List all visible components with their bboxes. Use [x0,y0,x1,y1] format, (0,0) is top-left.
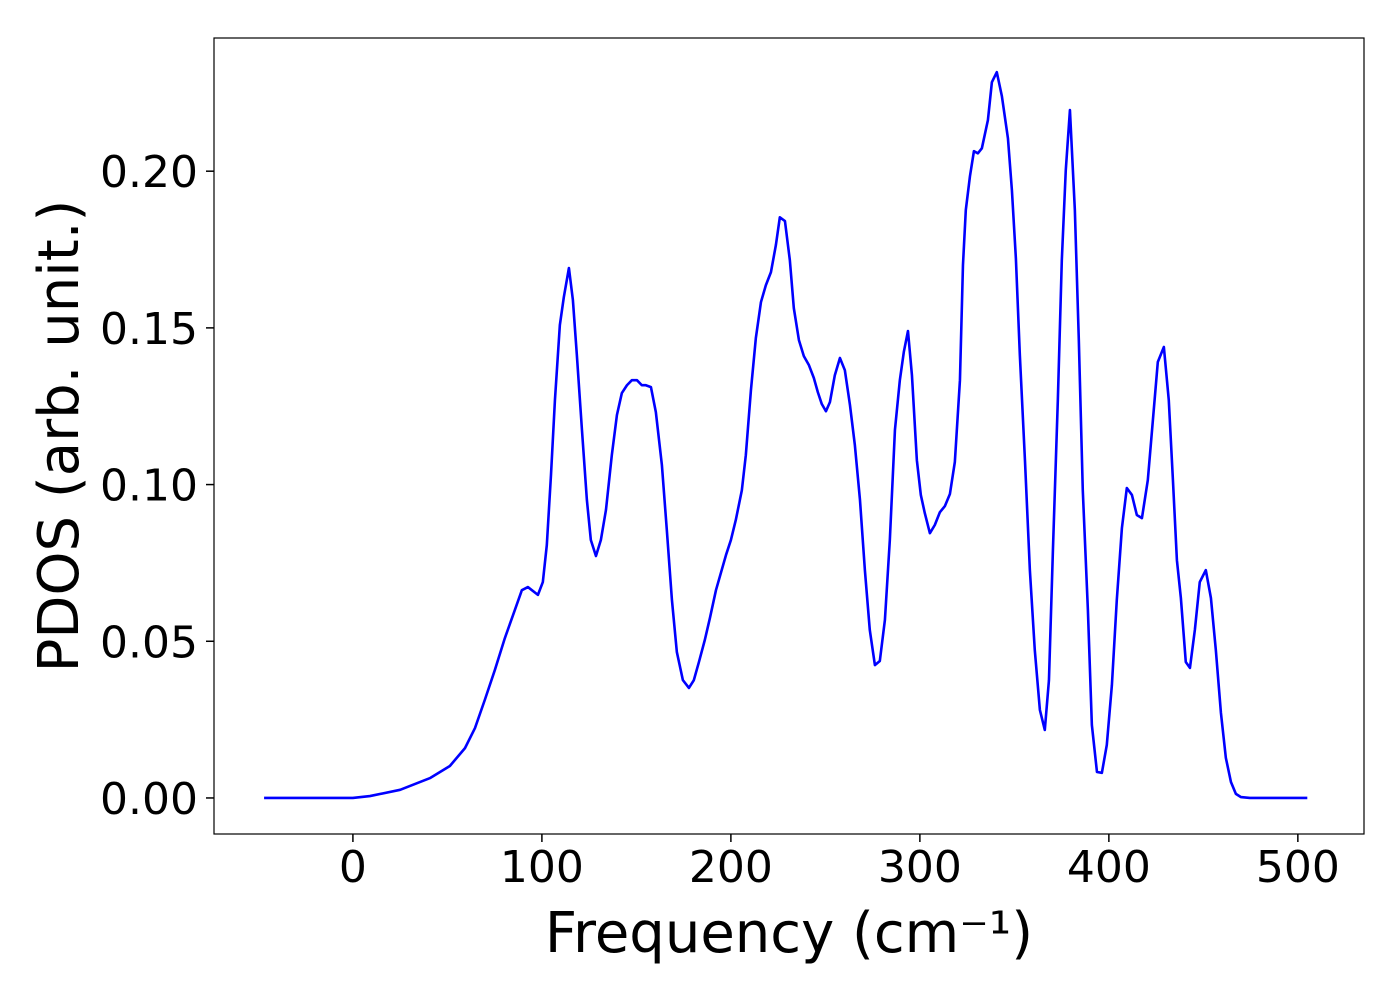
y-tick-label: 0.20 [100,147,198,198]
y-tick-label: 0.10 [100,461,198,512]
x-tick-label: 200 [689,842,773,893]
x-tick-label: 100 [500,842,584,893]
y-tick-label: 0.15 [100,304,198,355]
x-tick-label: 400 [1067,842,1151,893]
x-axis-label: Frequency (cm⁻¹) [545,901,1033,966]
x-tick-label: 300 [878,842,962,893]
x-tick-label: 0 [339,842,367,893]
x-tick-label: 500 [1256,842,1340,893]
y-tick-label: 0.00 [100,774,198,825]
plot-frame [213,37,1365,835]
y-axis-label: PDOS (arb. unit.) [27,200,92,673]
pdos-line [264,70,1308,800]
y-tick-label: 0.05 [100,617,198,668]
